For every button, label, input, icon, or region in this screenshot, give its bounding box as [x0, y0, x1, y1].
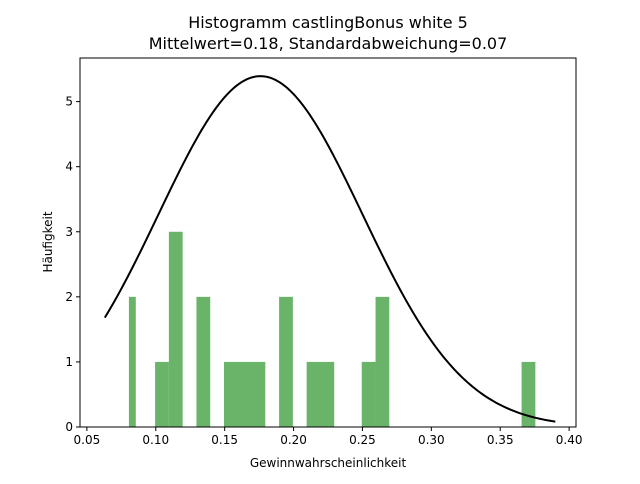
density-curve-layer [103, 75, 556, 423]
x-tick-label: 0.05 [74, 433, 101, 447]
y-axis-ticks: 0 1 2 3 4 5 [65, 95, 80, 434]
x-tick-label: 0.30 [418, 433, 445, 447]
histogram-bar-2 [155, 361, 169, 427]
histogram-bar-6 [279, 296, 293, 427]
x-tick-label: 0.25 [349, 433, 376, 447]
histogram-bar-9 [375, 296, 390, 427]
y-tick-label: 3 [65, 225, 73, 239]
normal-density-curve [103, 75, 556, 423]
x-tick-label: 0.10 [142, 433, 169, 447]
y-tick-label: 0 [65, 420, 73, 434]
x-tick-label: 0.20 [280, 433, 307, 447]
y-tick-label: 2 [65, 290, 73, 304]
histogram-bar-1 [128, 296, 136, 427]
x-tick-label: 0.35 [487, 433, 514, 447]
histogram-bar-3 [168, 231, 183, 427]
histogram-bar-10 [521, 361, 536, 427]
histogram-bar-5 [223, 361, 266, 427]
x-axis-ticks: 0.05 0.10 0.15 0.20 0.25 0.30 0.35 0.40 [74, 427, 583, 447]
y-tick-label: 4 [65, 160, 73, 174]
y-tick-label: 1 [65, 355, 73, 369]
histogram-bar-8 [361, 361, 376, 427]
plot-area-frame [79, 57, 577, 428]
histogram-bar-4 [196, 296, 211, 427]
x-tick-label: 0.40 [556, 433, 583, 447]
y-tick-label: 5 [65, 95, 73, 109]
chart-title: Histogramm castlingBonus white 5 [188, 13, 468, 32]
y-axis-label: Häufigkeit [41, 211, 55, 272]
chart-subtitle: Mittelwert=0.18, Standardabweichung=0.07 [149, 34, 508, 53]
x-axis-label: Gewinnwahrscheinlichkeit [250, 456, 407, 470]
x-tick-label: 0.15 [211, 433, 238, 447]
histogram-bars [128, 231, 536, 427]
histogram-bar-7 [306, 361, 335, 427]
